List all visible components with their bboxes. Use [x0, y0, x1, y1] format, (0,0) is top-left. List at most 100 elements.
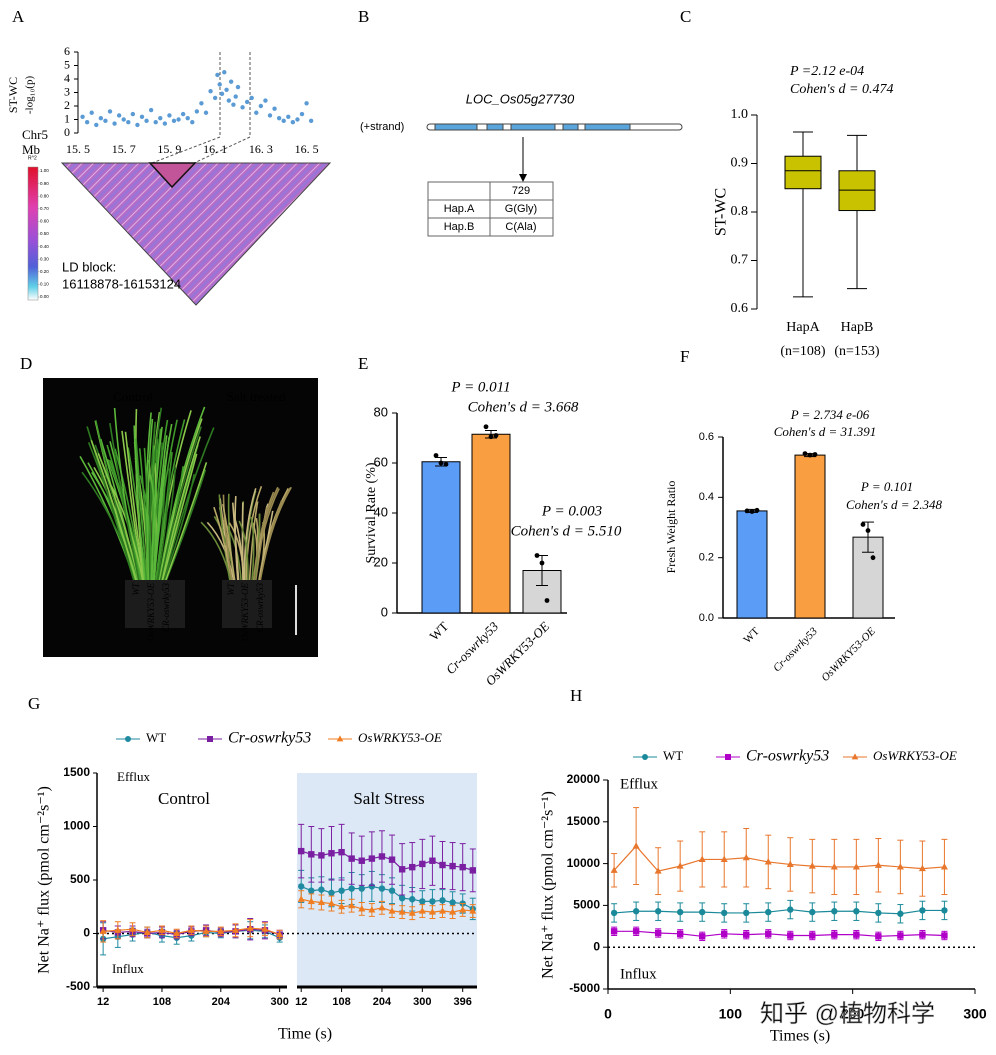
marker — [429, 857, 436, 864]
y-tick-label: 0.8 — [731, 204, 749, 219]
marker — [358, 857, 365, 864]
point — [299, 111, 305, 117]
marker — [409, 863, 416, 871]
x-tick-label: HapA — [786, 320, 820, 335]
ld-block-range: 16118878-16153124 — [62, 276, 181, 291]
marker — [338, 887, 345, 894]
x-tick-label: 16. 5 — [295, 142, 319, 156]
marker — [809, 932, 816, 939]
data-point — [749, 509, 755, 514]
legend-label: OsWRKY53-OE — [873, 748, 957, 763]
legend-tick-label: 0.90 — [40, 181, 49, 186]
legend-tick-label: 0.40 — [40, 244, 49, 249]
x-tick-label: 204 — [212, 996, 231, 1008]
series-line — [614, 930, 945, 937]
y-axis-label: ST-WC — [6, 77, 20, 113]
point — [171, 118, 177, 124]
legend-label: WT — [146, 730, 166, 745]
marker — [439, 861, 446, 869]
region-line — [151, 136, 221, 164]
marker — [368, 883, 376, 890]
point — [153, 120, 158, 125]
x-tick-label: 12 — [97, 996, 109, 1008]
legend-title: R^2 — [28, 155, 37, 161]
n-label: (n=108) — [780, 344, 826, 359]
table-cell: Hap.A — [444, 203, 475, 215]
point — [286, 114, 291, 120]
marker — [158, 926, 166, 933]
plant-leaf — [109, 422, 141, 586]
y-tick-label: 6 — [64, 44, 70, 58]
panel-label: C — [680, 7, 691, 26]
bar — [794, 454, 826, 619]
data-point — [807, 452, 813, 458]
plant-leaf — [135, 438, 148, 586]
plants — [79, 406, 292, 586]
data-point — [493, 433, 499, 438]
plant-leaf — [161, 474, 196, 586]
region-line — [193, 136, 251, 164]
marker — [720, 855, 728, 862]
plant-leaf — [163, 462, 208, 586]
legend-tick-label: 0.50 — [40, 231, 49, 236]
plant-leaf — [133, 425, 147, 586]
marker — [449, 862, 456, 870]
n-label: (n=153) — [834, 344, 880, 359]
point — [112, 121, 117, 126]
series-line — [613, 845, 945, 872]
point — [208, 88, 213, 94]
marker — [449, 908, 457, 915]
y-tick-label: -5000 — [569, 981, 600, 995]
panel-label: F — [680, 347, 689, 366]
marker — [632, 908, 640, 915]
y-tick-label: 0.6 — [731, 301, 749, 316]
plant-leaf — [238, 520, 249, 586]
data-point — [860, 522, 866, 527]
annotation: Cohen's d = 5.510 — [511, 523, 622, 539]
marker — [830, 863, 838, 870]
y-tick-label: 0 — [381, 604, 388, 619]
marker — [725, 754, 731, 760]
point — [308, 118, 314, 124]
marker — [438, 907, 447, 914]
data-point — [483, 424, 489, 430]
annotation: P = 0.003 — [541, 503, 602, 519]
data-point — [443, 461, 449, 467]
legend-tick-label: 0.20 — [40, 269, 49, 274]
marker — [202, 927, 210, 934]
marker — [698, 908, 706, 916]
data-point — [865, 528, 871, 533]
point — [167, 113, 172, 118]
plant-leaf — [155, 468, 171, 586]
marker — [698, 933, 706, 940]
bar — [421, 461, 461, 614]
x-tick-label: 200 — [841, 1006, 865, 1022]
point — [126, 120, 131, 125]
marker — [317, 898, 325, 906]
marker — [358, 905, 366, 912]
panel-label: G — [28, 694, 40, 713]
marker — [187, 926, 195, 933]
marker — [308, 851, 315, 858]
marker — [459, 863, 466, 871]
ld-block-label: LD block: — [62, 259, 116, 274]
plant-leaf — [161, 427, 215, 586]
y-tick-label: 0.0 — [699, 612, 714, 624]
x-axis-label: Time (s) — [278, 1026, 332, 1043]
ld-color-scale — [27, 166, 39, 301]
legend-tick-label: 0.30 — [40, 256, 49, 261]
marker — [409, 896, 416, 903]
x-tick-label: WT — [741, 625, 762, 646]
data-point — [544, 598, 550, 603]
point — [107, 109, 113, 114]
annotation: Influx — [620, 966, 657, 982]
marker — [642, 754, 648, 760]
table-cell: Hap.B — [444, 221, 475, 233]
marker — [129, 925, 137, 932]
table-cell: G(Gly) — [505, 203, 537, 215]
plant-leaf — [158, 426, 202, 586]
y-tick-label: 40 — [374, 504, 388, 519]
table-cell: 729 — [512, 185, 530, 197]
marker — [398, 866, 406, 873]
genotype-label: OsWRKY53-OE — [146, 582, 156, 641]
